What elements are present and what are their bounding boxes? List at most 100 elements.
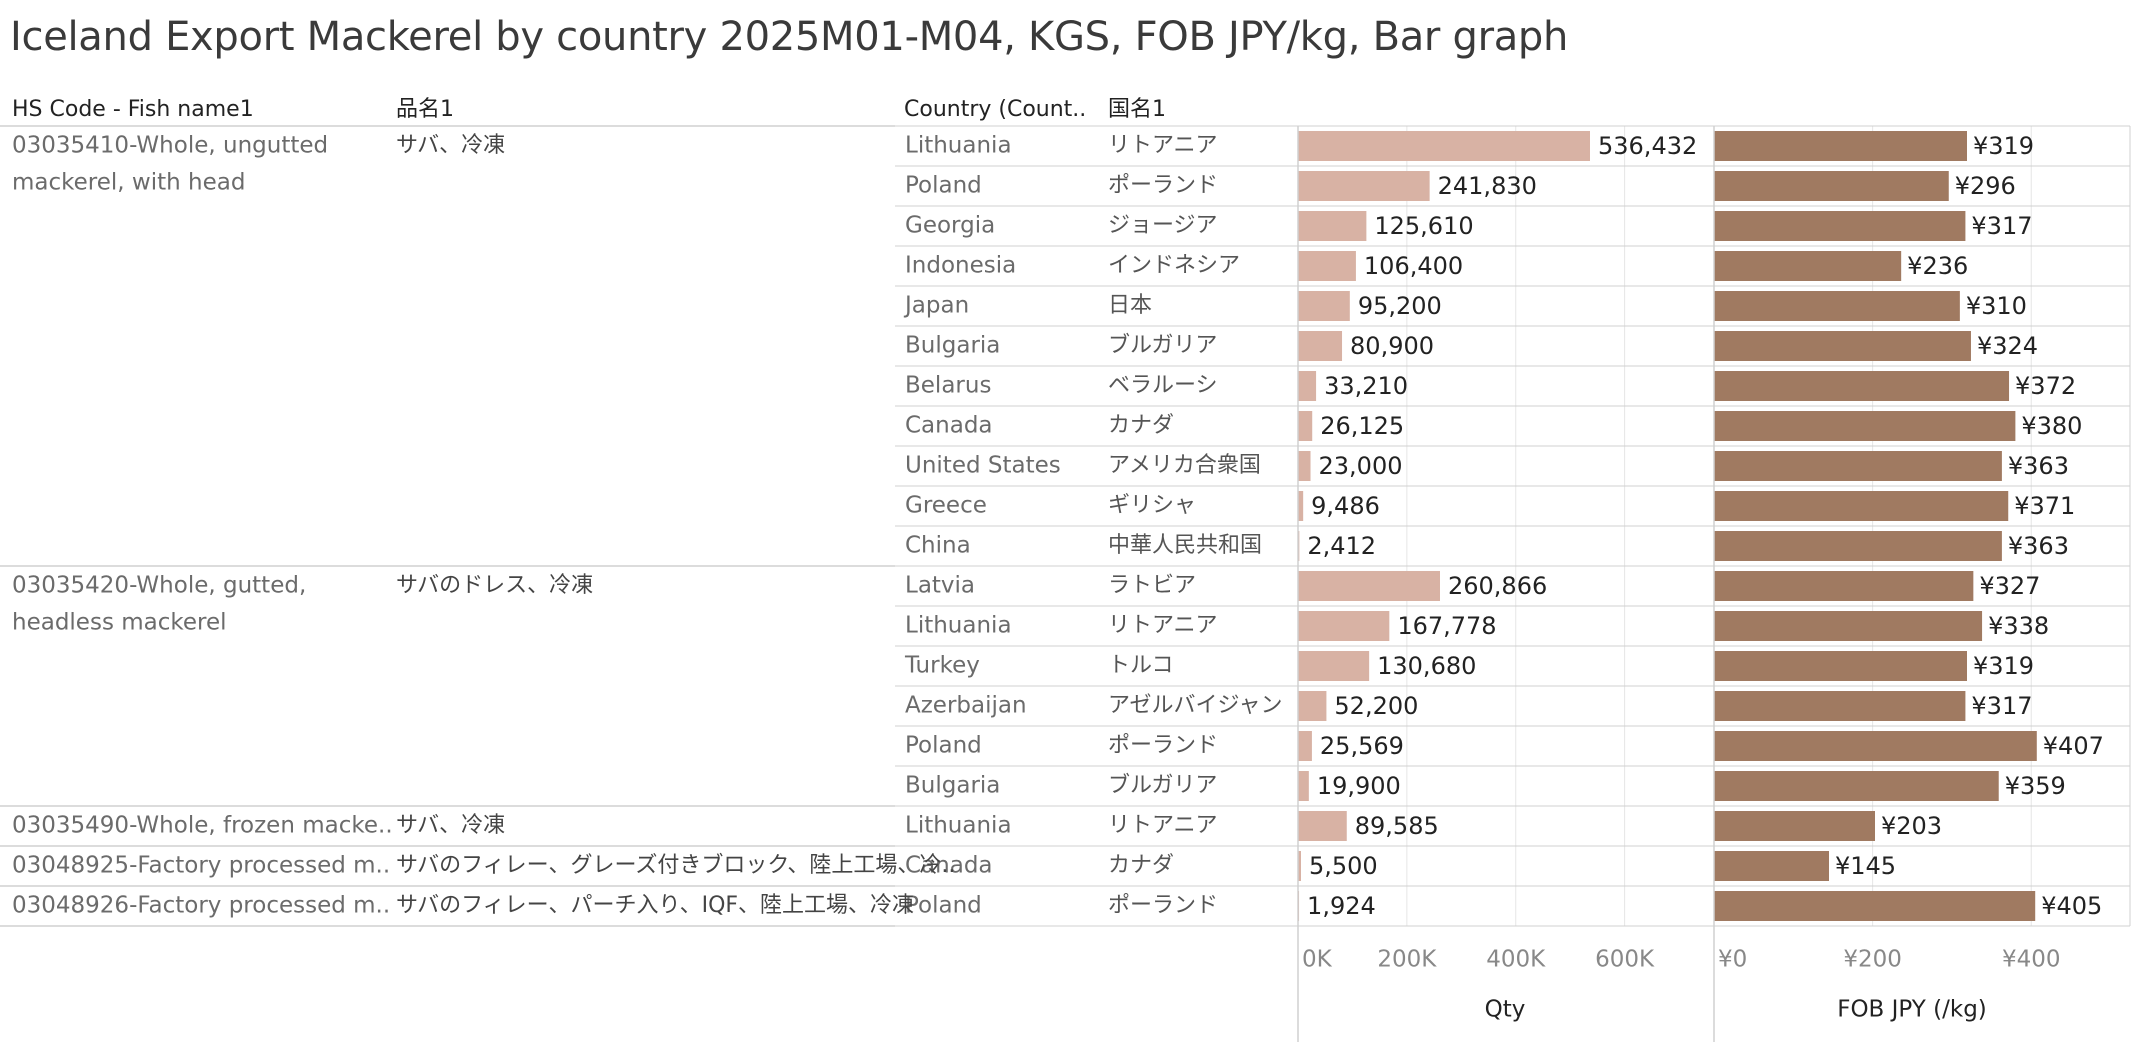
country-label: Lithuania bbox=[905, 813, 1012, 839]
country-label: Turkey bbox=[904, 653, 980, 679]
qty-bar bbox=[1298, 371, 1317, 401]
country-label: Bulgaria bbox=[905, 333, 1000, 359]
fob-value-label: ¥359 bbox=[2005, 772, 2066, 800]
fob-tick-label: ¥0 bbox=[1718, 947, 1747, 973]
country-label: Japan bbox=[903, 293, 969, 319]
fob-value-label: ¥327 bbox=[1979, 572, 2040, 600]
qty-bar bbox=[1298, 331, 1343, 361]
fob-value-label: ¥236 bbox=[1907, 252, 1968, 280]
chart-title: Iceland Export Mackerel by country 2025M… bbox=[10, 14, 1569, 60]
country-label: China bbox=[905, 533, 971, 559]
country-label: Greece bbox=[905, 493, 987, 519]
country-label: United States bbox=[905, 453, 1061, 479]
fob-bar bbox=[1714, 491, 2009, 521]
header-kokumei: 国名1 bbox=[1108, 97, 1166, 122]
fob-bar bbox=[1714, 331, 1971, 361]
qty-value-label: 80,900 bbox=[1350, 332, 1434, 360]
fob-bar bbox=[1714, 571, 1974, 601]
qty-bar bbox=[1298, 131, 1590, 161]
fob-value-label: ¥310 bbox=[1966, 292, 2027, 320]
kokumei-label: トルコ bbox=[1108, 653, 1174, 678]
fob-value-label: ¥363 bbox=[2008, 452, 2069, 480]
kokumei-label: 日本 bbox=[1108, 293, 1152, 318]
qty-value-label: 9,486 bbox=[1311, 492, 1380, 520]
qty-bar bbox=[1298, 451, 1311, 481]
header-country: Country (Count.. bbox=[904, 97, 1086, 122]
qty-value-label: 89,585 bbox=[1355, 812, 1439, 840]
hs-code-label: 03035490-Whole, frozen macke.. bbox=[12, 813, 393, 839]
country-label: Lithuania bbox=[905, 133, 1012, 159]
fob-value-label: ¥380 bbox=[2021, 412, 2082, 440]
fob-bar bbox=[1714, 851, 1829, 881]
kokumei-label: アメリカ合衆国 bbox=[1108, 453, 1261, 478]
fob-bar bbox=[1714, 731, 2037, 761]
hs-code-label: 03048926-Factory processed m.. bbox=[12, 893, 390, 919]
country-label: Latvia bbox=[905, 573, 975, 599]
fob-value-label: ¥203 bbox=[1881, 812, 1942, 840]
kokumei-label: カナダ bbox=[1108, 413, 1174, 438]
country-label: Canada bbox=[905, 853, 993, 879]
qty-value-label: 1,924 bbox=[1307, 892, 1376, 920]
hs-code-label: 03048925-Factory processed m.. bbox=[12, 853, 390, 879]
country-label: Bulgaria bbox=[905, 773, 1000, 799]
qty-value-label: 536,432 bbox=[1598, 132, 1697, 160]
fob-bar bbox=[1714, 651, 1967, 681]
fob-value-label: ¥372 bbox=[2015, 372, 2076, 400]
qty-bar bbox=[1298, 491, 1304, 521]
kokumei-label: リトアニア bbox=[1108, 133, 1218, 158]
qty-bar bbox=[1298, 611, 1390, 641]
kokumei-label: インドネシア bbox=[1108, 253, 1240, 278]
kokumei-label: ブルガリア bbox=[1108, 333, 1217, 358]
qty-bar bbox=[1298, 731, 1312, 761]
qty-value-label: 52,200 bbox=[1334, 692, 1418, 720]
fob-bar bbox=[1714, 531, 2002, 561]
kokumei-label: アゼルバイジャン bbox=[1108, 693, 1282, 718]
qty-tick-label: 200K bbox=[1377, 947, 1437, 973]
fob-bar bbox=[1714, 611, 1983, 641]
fob-value-label: ¥317 bbox=[1971, 212, 2032, 240]
country-label: Azerbaijan bbox=[905, 693, 1027, 719]
kokumei-label: ポーランド bbox=[1108, 893, 1218, 918]
qty-bar bbox=[1298, 651, 1370, 681]
hs-code-label: mackerel, with head bbox=[12, 170, 245, 196]
fob-value-label: ¥317 bbox=[1971, 692, 2032, 720]
kokumei-label: ポーランド bbox=[1108, 733, 1218, 758]
kokumei-label: リトアニア bbox=[1108, 613, 1218, 638]
fob-bar bbox=[1714, 291, 1960, 321]
fob-value-label: ¥324 bbox=[1977, 332, 2038, 360]
fob-value-label: ¥338 bbox=[1988, 612, 2049, 640]
fob-value-label: ¥319 bbox=[1973, 132, 2034, 160]
fob-bar bbox=[1714, 411, 2016, 441]
kokumei-label: ジョージア bbox=[1108, 213, 1218, 238]
fob-value-label: ¥145 bbox=[1835, 852, 1896, 880]
fob-bar bbox=[1714, 691, 1966, 721]
country-label: Lithuania bbox=[905, 613, 1012, 639]
qty-value-label: 33,210 bbox=[1324, 372, 1408, 400]
country-label: Poland bbox=[905, 893, 982, 919]
kokumei-label: 中華人民共和国 bbox=[1108, 533, 1262, 558]
qty-value-label: 130,680 bbox=[1377, 652, 1476, 680]
fob-bar bbox=[1714, 891, 2036, 921]
fob-value-label: ¥407 bbox=[2043, 732, 2104, 760]
qty-axis-title: Qty bbox=[1485, 997, 1526, 1023]
qty-value-label: 19,900 bbox=[1317, 772, 1401, 800]
qty-value-label: 125,610 bbox=[1374, 212, 1473, 240]
qty-tick-label: 0K bbox=[1302, 947, 1333, 973]
fob-bar bbox=[1714, 771, 1999, 801]
hs-code-label: 03035420-Whole, gutted, bbox=[12, 573, 306, 599]
fob-bar bbox=[1714, 211, 1966, 241]
kokumei-label: ラトビア bbox=[1108, 573, 1196, 598]
qty-value-label: 2,412 bbox=[1307, 532, 1376, 560]
hinmei-label: サバのドレス、冷凍 bbox=[396, 573, 593, 598]
fob-value-label: ¥296 bbox=[1955, 172, 2016, 200]
kokumei-label: カナダ bbox=[1108, 853, 1174, 878]
header-hs-code: HS Code - Fish name1 bbox=[12, 97, 254, 122]
fob-bar bbox=[1714, 251, 1902, 281]
kokumei-label: ポーランド bbox=[1108, 173, 1218, 198]
hs-code-label: headless mackerel bbox=[12, 610, 227, 636]
kokumei-label: ブルガリア bbox=[1108, 773, 1217, 798]
qty-value-label: 241,830 bbox=[1438, 172, 1537, 200]
kokumei-label: ギリシャ bbox=[1108, 493, 1196, 518]
qty-value-label: 23,000 bbox=[1319, 452, 1403, 480]
hinmei-label: サバのフィレー、パーチ入り、IQF、陸上工場、冷凍 bbox=[396, 893, 914, 918]
